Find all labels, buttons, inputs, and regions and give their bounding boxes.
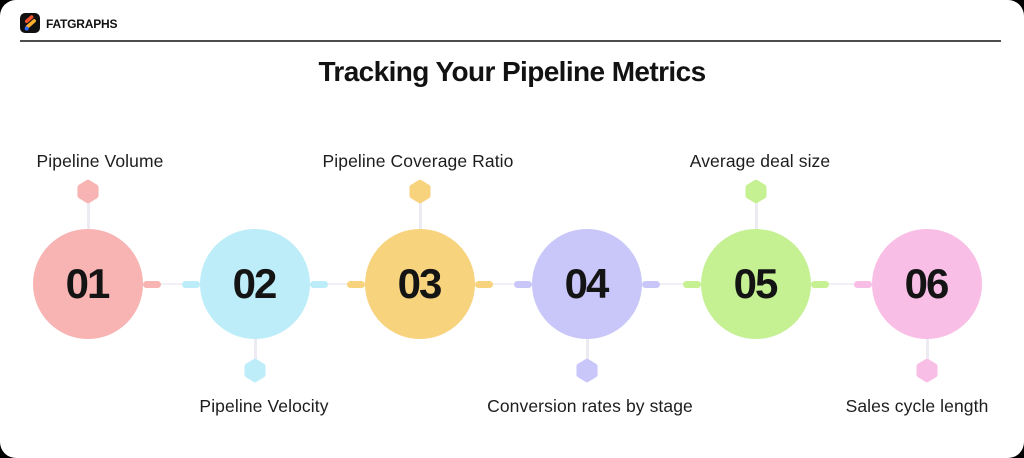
hexagon-marker — [244, 358, 266, 383]
hexagon-marker — [576, 358, 598, 383]
connector-stub-right — [347, 280, 365, 288]
hexagon-marker — [916, 358, 938, 383]
step-01-label: Pipeline Volume — [36, 151, 164, 171]
header-divider — [20, 40, 1001, 42]
step-03-stem-line — [419, 201, 422, 230]
step-04-stem-line — [586, 338, 589, 360]
step-01-number: 01 — [65, 260, 111, 307]
step-02-circle: 02 — [200, 229, 310, 339]
step-06-stem-line — [926, 338, 929, 360]
connector-mid-line — [161, 282, 182, 286]
step-06-label: Sales cycle length — [845, 396, 989, 416]
step-05-number: 05 — [733, 260, 779, 307]
step-06-circle: 06 — [872, 229, 982, 339]
step-06-number: 06 — [904, 260, 950, 307]
connector-stub-right — [182, 280, 200, 288]
connector-stub-right — [854, 280, 872, 288]
connector-mid-line — [829, 282, 854, 286]
connector-mid-line — [493, 282, 514, 286]
step-02-stem-line — [254, 338, 257, 360]
connector-01-02 — [143, 280, 200, 288]
connector-mid-line — [660, 282, 683, 286]
step-02-label: Pipeline Velocity — [199, 396, 329, 416]
step-03-number: 03 — [397, 260, 443, 307]
page-title: Tracking Your Pipeline Metrics — [318, 56, 706, 87]
connector-02-03 — [310, 280, 365, 288]
connector-stub-right — [514, 280, 532, 288]
step-02-number: 02 — [232, 260, 278, 307]
connector-stub-right — [683, 280, 701, 288]
connector-stub-left — [310, 280, 328, 288]
connector-stub-left — [475, 280, 493, 288]
step-03-label: Pipeline Coverage Ratio — [322, 151, 514, 171]
connector-stub-left — [143, 280, 161, 288]
connector-stub-left — [811, 280, 829, 288]
step-05-circle: 05 — [701, 229, 811, 339]
hexagon-marker — [745, 179, 767, 204]
connector-04-05 — [642, 280, 701, 288]
connector-05-06 — [811, 280, 872, 288]
fatgraphs-logo-icon — [20, 13, 40, 33]
step-05-label: Average deal size — [689, 151, 831, 171]
step-04-label: Conversion rates by stage — [487, 396, 693, 416]
connector-mid-line — [328, 282, 347, 286]
step-01-stem-line — [87, 201, 90, 230]
connector-03-04 — [475, 280, 532, 288]
brand-name: FATGRAPHS — [46, 16, 118, 31]
step-01-circle: 01 — [33, 229, 143, 339]
step-04-number: 04 — [564, 260, 610, 307]
hexagon-marker — [409, 179, 431, 204]
brand: FATGRAPHS — [20, 13, 118, 33]
step-03-circle: 03 — [365, 229, 475, 339]
connector-stub-left — [642, 280, 660, 288]
hexagon-marker — [77, 179, 99, 204]
step-04-circle: 04 — [532, 229, 642, 339]
step-05-stem-line — [755, 201, 758, 230]
